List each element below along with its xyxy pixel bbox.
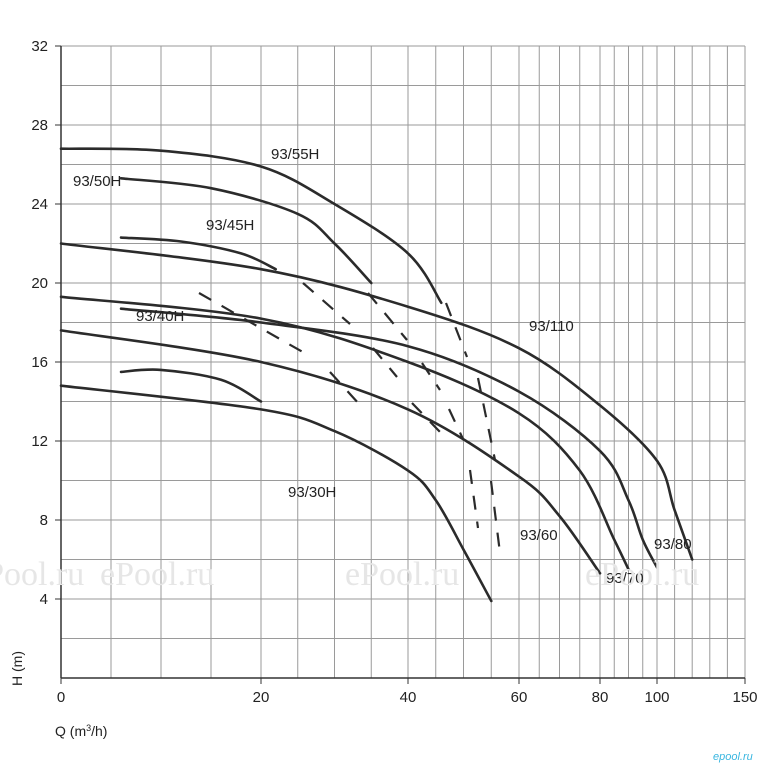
x-axis-title: Q (m3/h): [55, 723, 107, 739]
curve-93-55h: [59, 147, 443, 305]
efficiency-dash: [411, 402, 441, 433]
pump-curves: [59, 147, 694, 603]
efficiency-dash: [367, 292, 408, 341]
y-tick-label: 28: [31, 117, 48, 134]
efficiency-dash: [372, 347, 398, 378]
curve-93-45h: [119, 236, 277, 271]
x-tick-label: 20: [253, 689, 270, 706]
efficiency-dash: [444, 302, 469, 358]
watermarks: ePool.ru ePool.ru ePool.ru ePool.ru: [0, 556, 699, 593]
efficiency-dash: [329, 371, 361, 406]
y-tick-label: 20: [31, 275, 48, 292]
curve-93-70: [59, 295, 630, 571]
y-tick-label: 32: [31, 38, 48, 55]
curve-label: 93/110: [529, 318, 574, 335]
axes: 4 8 12 16 20 24 28 32 0 20 40 60 80 100 150: [31, 38, 757, 706]
watermark-text: ePool.ru: [345, 556, 459, 593]
curve-label: 93/80: [654, 536, 692, 553]
curve-label: 93/45H: [206, 217, 254, 234]
efficiency-dash: [468, 469, 480, 529]
watermark-text: ePool.ru: [0, 556, 84, 593]
curve-label: 93/55H: [271, 146, 319, 163]
x-tick-label: 40: [400, 689, 417, 706]
y-tick-label: 4: [40, 591, 48, 608]
x-tick-label: 60: [511, 689, 528, 706]
curve-label: 93/70: [606, 570, 644, 587]
y-tick-label: 12: [31, 433, 48, 450]
x-tick-label: 0: [57, 689, 65, 706]
x-tick-label: 80: [592, 689, 609, 706]
curve-label: 93/60: [520, 527, 558, 544]
curve-93-60: [59, 329, 602, 575]
y-tick-label: 16: [31, 354, 48, 371]
watermark-text: ePool.ru: [585, 556, 699, 593]
brand-mark: epool.ru: [713, 751, 753, 763]
curve-label: 93/30H: [288, 484, 336, 501]
curve-labels: 93/30H 93/40H 93/45H 93/50H 93/55H 93/60 93/70…: [73, 146, 692, 587]
efficiency-dash: [198, 292, 309, 356]
curve-93-80: [119, 307, 659, 569]
curve-label: 93/50H: [73, 173, 121, 190]
curve-93-50h: [119, 177, 373, 285]
efficiency-dash: [302, 282, 351, 325]
efficiency-dash: [448, 408, 464, 440]
efficiency-dashes: [198, 282, 502, 554]
x-tick-label: 150: [732, 689, 757, 706]
curve-93-110: [59, 242, 694, 561]
curve-93-30h: [59, 384, 493, 603]
watermark-text: ePool.ru: [100, 556, 214, 593]
curve-label: 93/40H: [136, 308, 184, 325]
grid: [60, 45, 746, 679]
curve-93-40h: [119, 368, 263, 403]
x-tick-label: 100: [644, 689, 669, 706]
y-tick-label: 24: [31, 196, 48, 213]
y-tick-label: 8: [40, 512, 48, 529]
efficiency-dash: [476, 377, 497, 461]
efficiency-dash: [489, 480, 502, 554]
y-axis-title: H (m): [9, 651, 25, 686]
